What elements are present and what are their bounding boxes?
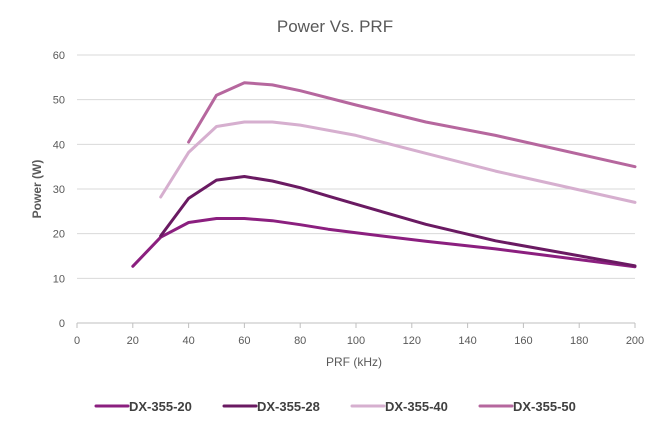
x-tick-label: 20 (127, 335, 139, 347)
x-tick-label: 40 (182, 335, 194, 347)
x-tick-label: 140 (458, 335, 476, 347)
legend-label: DX-355-40 (385, 399, 448, 414)
legend: DX-355-20 DX-355-28 DX-355-40 DX-355-50 (94, 399, 576, 414)
y-tick-label: 20 (53, 229, 65, 241)
gridlines (77, 54, 635, 279)
x-tick-label: 0 (74, 335, 80, 347)
x-tick-label: 180 (570, 335, 588, 347)
x-tick-label: 60 (238, 335, 250, 347)
series-line-dx-355-28 (159, 175, 637, 268)
series-lines (131, 81, 637, 269)
chart-title: Power Vs. PRF (277, 17, 393, 36)
x-tick-label: 200 (626, 335, 644, 347)
series-line-dx-355-20 (131, 217, 637, 269)
legend-label: DX-355-20 (129, 399, 192, 414)
x-tick-label: 160 (514, 335, 532, 347)
y-tick-label: 50 (53, 95, 65, 107)
x-tick-label: 80 (294, 335, 306, 347)
x-tick-label: 100 (347, 335, 365, 347)
x-axis-title: PRF (kHz) (326, 355, 382, 369)
series-line-dx-355-40 (159, 120, 637, 204)
y-tick-label: 30 (53, 184, 65, 196)
y-axis-title: Power (W) (30, 160, 44, 219)
legend-label: DX-355-28 (257, 399, 320, 414)
y-tick-label: 0 (59, 318, 65, 330)
y-tick-label: 10 (53, 273, 65, 285)
legend-label: DX-355-50 (513, 399, 576, 414)
y-tick-label: 60 (53, 50, 65, 62)
y-tick-label: 40 (53, 139, 65, 151)
x-tick-label: 120 (403, 335, 421, 347)
axes: 0 10 20 30 40 50 60 0 20 40 60 80 100 120 140 160 180 200 (53, 50, 644, 347)
series-line-dx-355-50 (187, 81, 637, 169)
